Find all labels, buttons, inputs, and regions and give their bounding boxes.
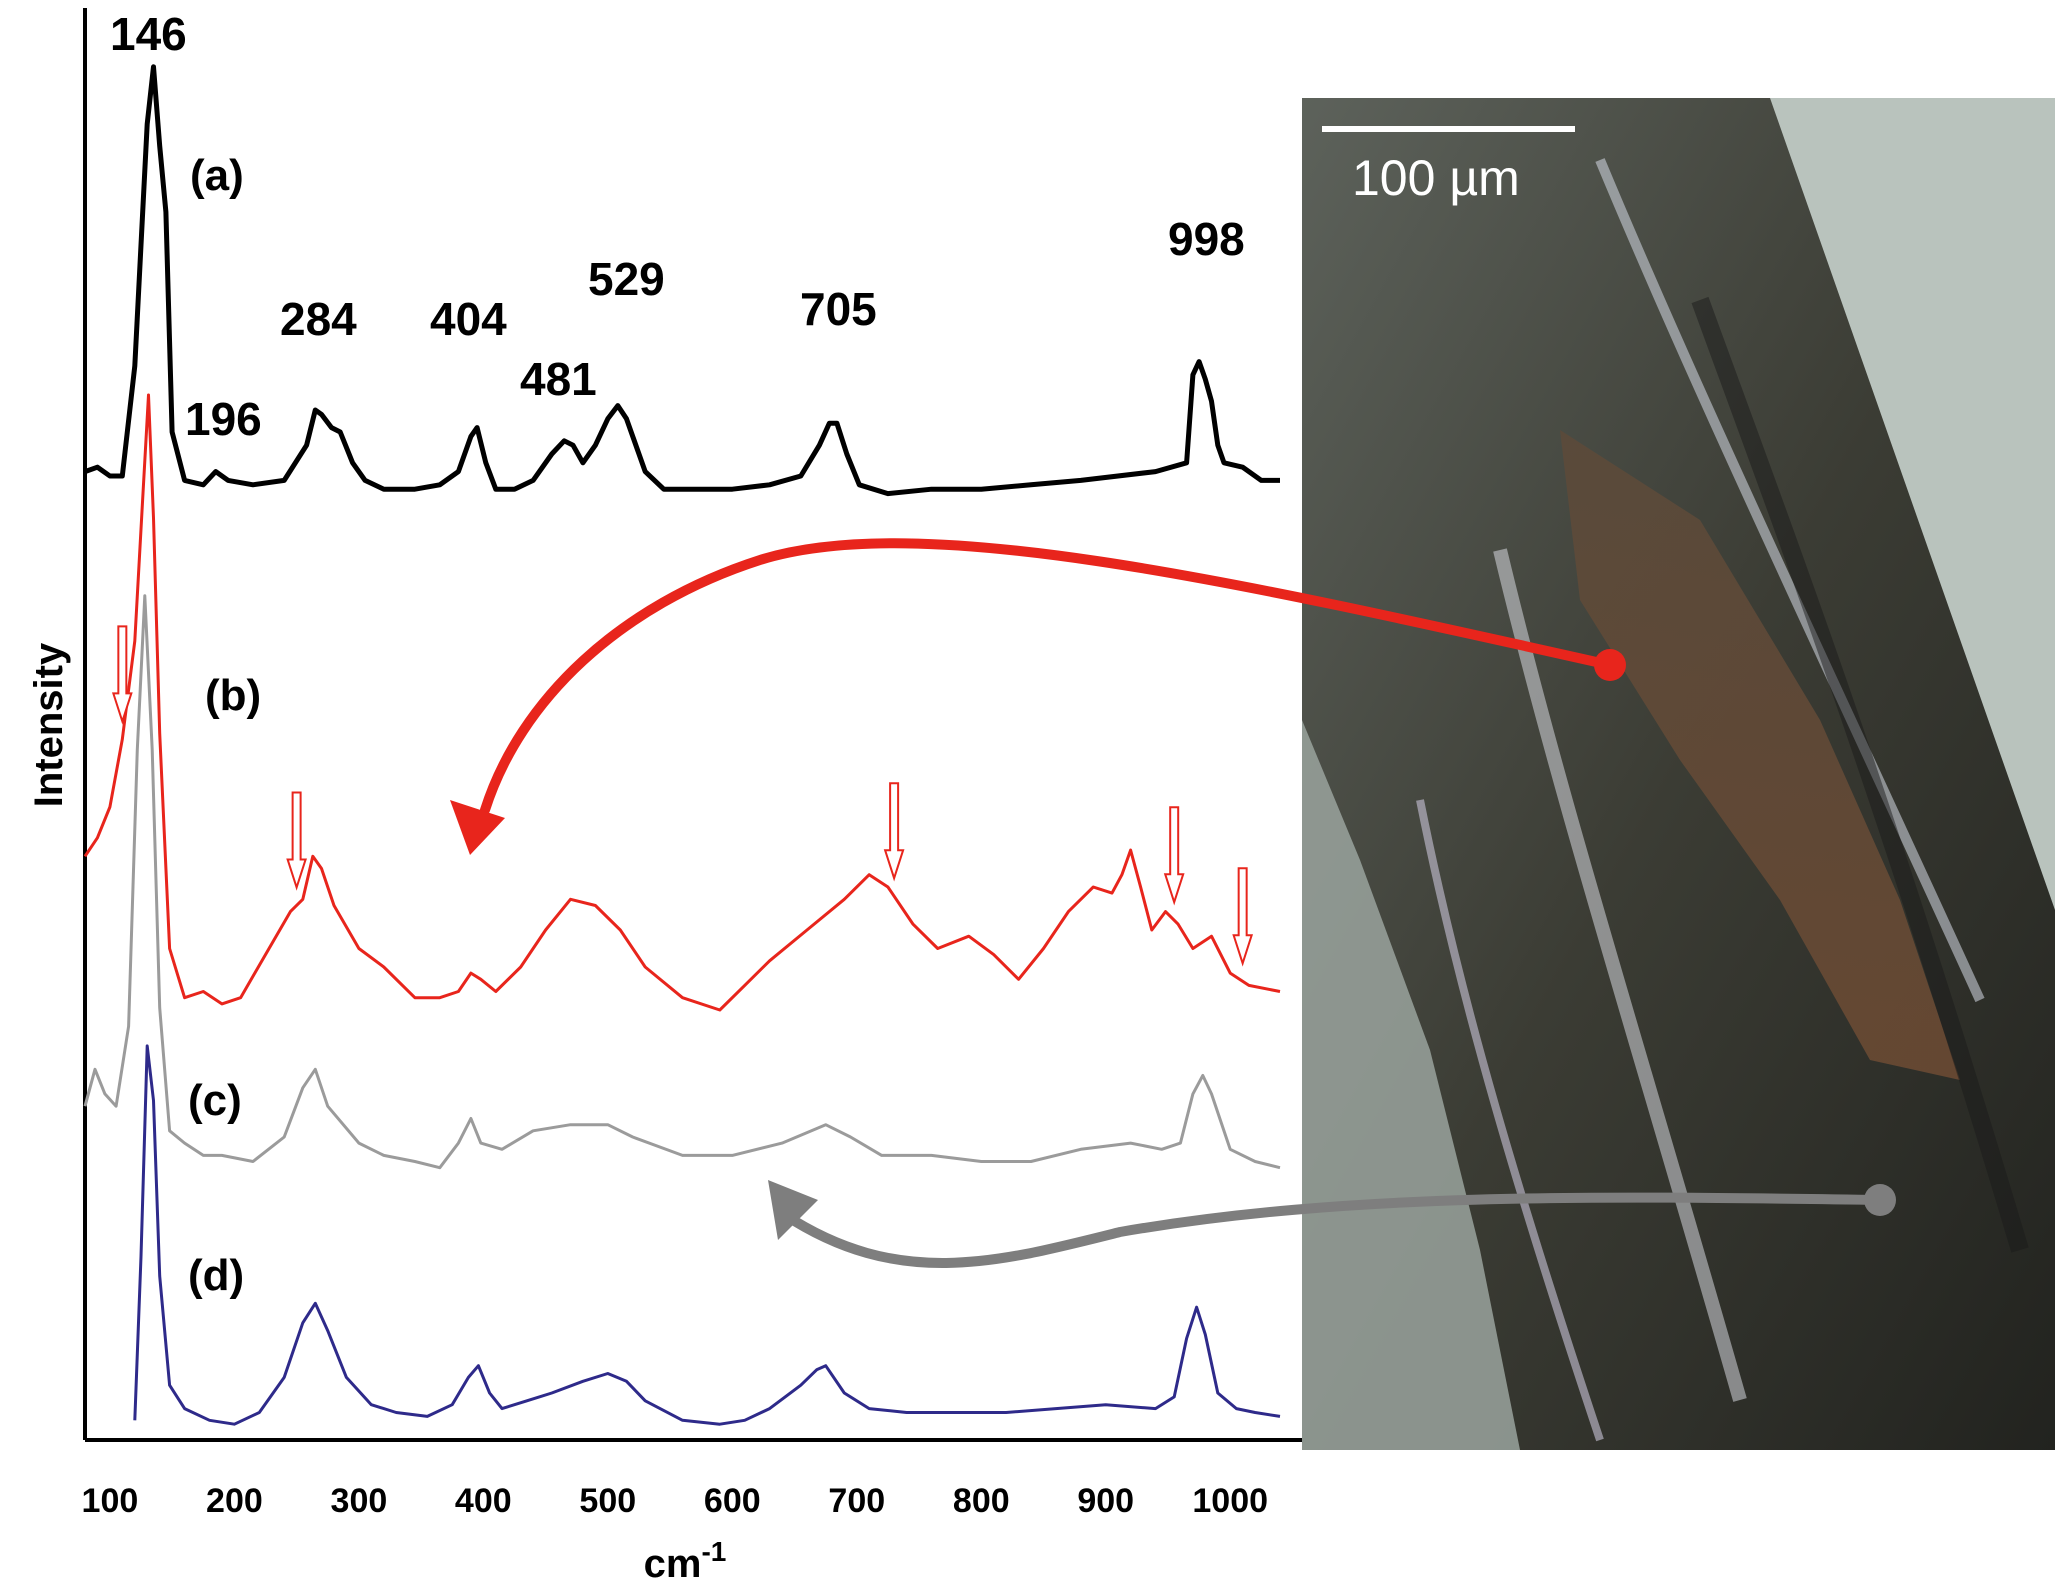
connector-arrows — [450, 538, 1896, 1268]
x-tick-labels: 100 200 300 400 500 600 700 800 900 1000 — [82, 1482, 1268, 1520]
photo-streak-2 — [1493, 548, 1747, 1402]
trace-label-b: (b) — [205, 671, 261, 720]
connector-red-arrowhead — [450, 800, 505, 855]
connector-red-curve — [480, 538, 1615, 815]
x-tick-label-300: 300 — [331, 1482, 388, 1520]
trace-label-d: (d) — [188, 1251, 244, 1300]
x-tick-label-900: 900 — [1077, 1482, 1134, 1520]
connector-grey-dot — [1864, 1184, 1896, 1216]
y-axis-title: Intensity — [27, 642, 71, 807]
photo-rust-region — [1560, 430, 1960, 1080]
series-line-d — [133, 1044, 1281, 1426]
trace-label-c: (c) — [188, 1076, 242, 1125]
microscope-photo: 100 µm — [1302, 98, 2055, 1450]
arrow-marker-250 — [286, 791, 307, 891]
trace-label-a: (a) — [190, 151, 244, 200]
peak-label-705: 705 — [800, 283, 877, 335]
peak-label-196: 196 — [185, 393, 262, 445]
peak-label-529: 529 — [588, 253, 665, 305]
x-axis-title-unit: cm — [644, 1542, 702, 1585]
photo-streak-4 — [1691, 296, 2029, 1253]
photo-streak-1 — [1595, 158, 1985, 1003]
arrow-marker-1010 — [1232, 867, 1254, 967]
peak-label-404: 404 — [430, 293, 507, 345]
series-line-c — [83, 594, 1281, 1170]
x-tick-label-700: 700 — [828, 1482, 885, 1520]
series-line-a — [84, 64, 1280, 497]
photo-streak-3 — [1416, 799, 1604, 1442]
x-tick-label-500: 500 — [579, 1482, 636, 1520]
connector-grey-curve — [780, 1192, 1885, 1268]
connector-grey-arrowhead — [768, 1180, 818, 1240]
x-tick-label-200: 200 — [206, 1482, 263, 1520]
connector-red-dot — [1594, 649, 1626, 681]
spectra — [83, 64, 1281, 1426]
arrow-markers — [111, 625, 1254, 967]
peak-label-481: 481 — [520, 353, 597, 405]
photo-fiber-edge — [1302, 720, 1520, 1450]
trace-labels: (a) (b) (c) (d) — [188, 151, 261, 1300]
x-tick-label-100: 100 — [82, 1482, 139, 1520]
peak-labels: 146 196 284 404 481 529 705 998 — [110, 8, 1245, 445]
arrow-marker-955 — [1163, 806, 1185, 906]
x-tick-label-400: 400 — [455, 1482, 512, 1520]
x-tick-label-800: 800 — [953, 1482, 1010, 1520]
arrow-marker-110 — [111, 625, 133, 725]
photo-fiber — [1302, 98, 2055, 1450]
scale-bar-label: 100 µm — [1352, 150, 1520, 206]
x-tick-label-600: 600 — [704, 1482, 761, 1520]
axes — [83, 8, 1302, 1442]
peak-label-146: 146 — [110, 8, 187, 60]
x-tick-label-1000: 1000 — [1192, 1482, 1268, 1520]
series-line-b — [83, 393, 1281, 1012]
peak-label-998: 998 — [1168, 213, 1245, 265]
arrow-marker-730 — [883, 782, 905, 882]
x-axis-title-exponent: -1 — [701, 1536, 726, 1567]
peak-label-284: 284 — [280, 293, 357, 345]
x-axis-title: cm-1 — [644, 1536, 727, 1585]
